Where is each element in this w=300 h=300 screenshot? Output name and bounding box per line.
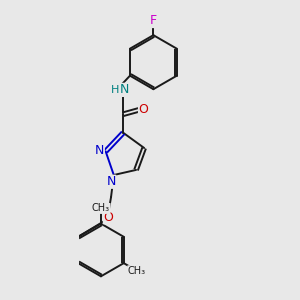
Text: CH₃: CH₃ <box>92 203 110 213</box>
Text: N: N <box>95 143 104 157</box>
Text: N: N <box>120 83 129 96</box>
Text: H: H <box>111 85 120 95</box>
Text: F: F <box>150 14 157 28</box>
Text: O: O <box>103 211 113 224</box>
Text: O: O <box>139 103 148 116</box>
Text: N: N <box>106 175 116 188</box>
Text: CH₃: CH₃ <box>128 266 146 276</box>
